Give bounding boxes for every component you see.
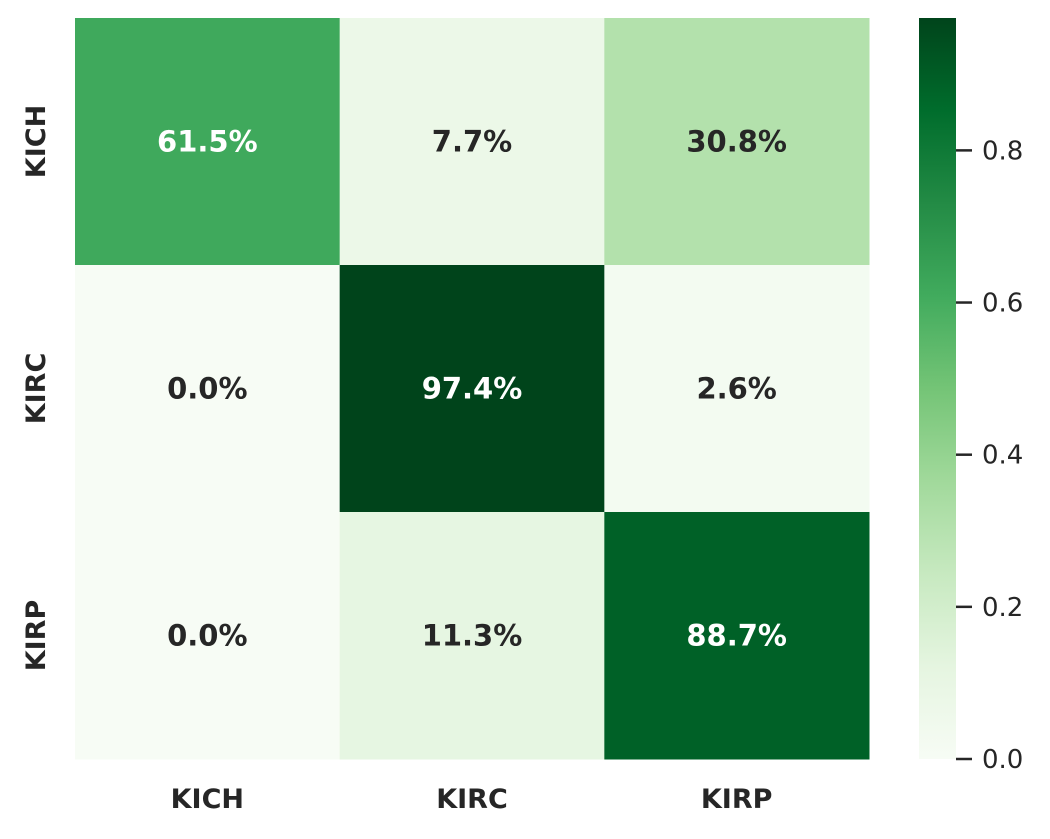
heatmap-cell-labels: 61.5% 7.7% 30.8% 0.0% 97.4% 2.6% 0.0% 11.3% 88.7… (157, 125, 787, 653)
heatmap-cell (604, 265, 870, 513)
colorbar-tick-label: 0.2 (982, 593, 1023, 623)
cell-value-label: 2.6% (696, 372, 776, 406)
x-axis-ticks: KICH KIRC KIRP (171, 784, 773, 815)
colorbar-tick-label: 0.0 (982, 745, 1023, 775)
x-tick-label: KIRC (436, 784, 508, 815)
heatmap-cell (75, 265, 341, 513)
cell-value-label: 88.7% (686, 619, 787, 653)
x-tick-label: KIRP (701, 784, 773, 815)
colorbar: 0.0 0.2 0.4 0.6 0.8 (919, 18, 1023, 775)
heatmap-cell (339, 265, 605, 513)
heatmap-cell (75, 18, 341, 266)
colorbar-tick-label: 0.6 (982, 289, 1023, 319)
heatmap-cell (604, 18, 870, 266)
heatmap-cell (75, 512, 341, 760)
colorbar-gradient (919, 18, 956, 759)
heatmap-cell (339, 512, 605, 760)
y-axis-ticks: KICH KIRC KIRP (21, 105, 52, 671)
y-tick-label: KIRP (21, 600, 52, 672)
x-tick-label: KICH (171, 784, 244, 815)
colorbar-tick-label: 0.4 (982, 441, 1023, 471)
cell-value-label: 61.5% (157, 125, 258, 159)
cell-value-label: 7.7% (432, 125, 512, 159)
cell-value-label: 30.8% (686, 125, 787, 159)
cell-value-label: 97.4% (422, 372, 523, 406)
heatmap-cells (75, 18, 870, 760)
cell-value-label: 0.0% (167, 372, 247, 406)
heatmap-cell (339, 18, 605, 266)
cell-value-label: 0.0% (167, 619, 247, 653)
y-tick-label: KIRC (21, 353, 52, 425)
y-tick-label: KICH (21, 105, 52, 178)
colorbar-tick-label: 0.8 (982, 136, 1023, 166)
heatmap-cell (604, 512, 870, 760)
cell-value-label: 11.3% (422, 619, 523, 653)
